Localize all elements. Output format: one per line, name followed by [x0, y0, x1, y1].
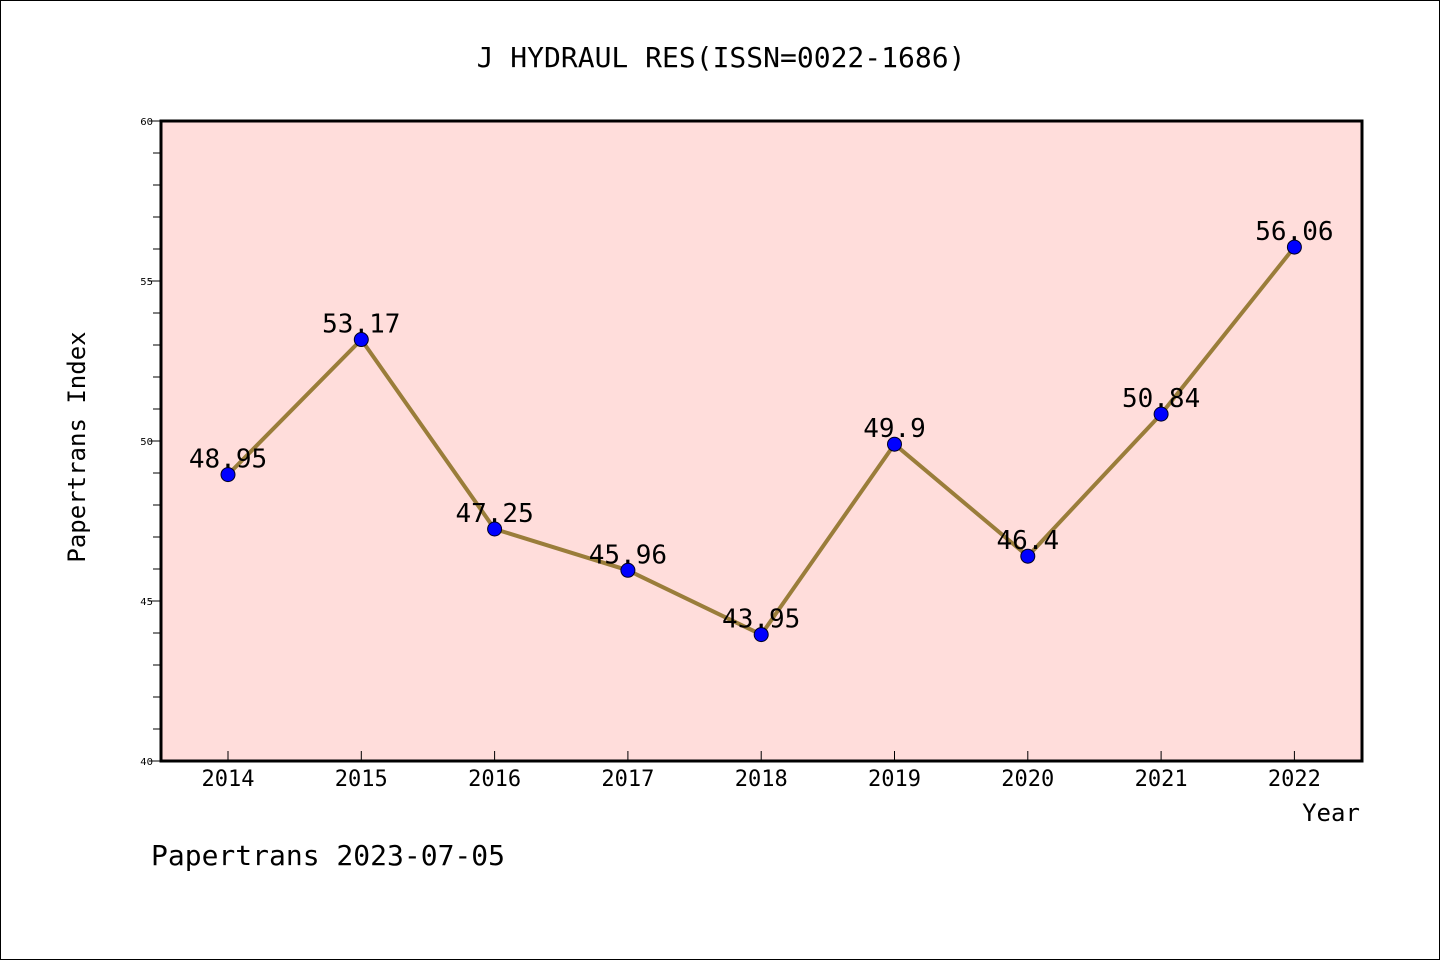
- data-point-label: 45.96: [589, 540, 667, 570]
- data-point-label: 43.95: [722, 605, 800, 635]
- plot-area: [159, 119, 1364, 763]
- data-point-marker: [353, 332, 369, 348]
- footer-watermark: Papertrans 2023-07-05: [151, 839, 505, 872]
- data-point-marker: [753, 627, 769, 643]
- x-tick-label: 2019: [868, 767, 921, 792]
- data-point-marker: [487, 521, 503, 537]
- data-point-marker: [1286, 239, 1302, 255]
- chart-title: J HYDRAUL RES(ISSN=0022-1686): [477, 41, 966, 74]
- data-point-marker: [220, 467, 236, 483]
- data-point-label: 56.06: [1255, 217, 1333, 247]
- data-labels: 48.95 53.17 47.25 45.96 43.95 49.9 46.4 50.84 56…: [189, 217, 1334, 635]
- x-tick-label: 2021: [1135, 767, 1188, 792]
- y-tick-label: 55: [140, 277, 153, 288]
- y-tick-label: 45: [140, 597, 153, 608]
- x-tick-label: 2018: [735, 767, 788, 792]
- x-tick-label: 2022: [1268, 767, 1321, 792]
- y-axis-label: Papertrans Index: [63, 331, 91, 562]
- data-point-marker: [620, 562, 636, 578]
- data-point-label: 50.84: [1122, 384, 1200, 414]
- data-point-marker: [1020, 548, 1036, 564]
- x-tick-label: 2017: [601, 767, 654, 792]
- data-point-label: 48.95: [189, 445, 267, 475]
- y-tick-label: 40: [140, 757, 153, 768]
- x-tick-label: 2015: [335, 767, 388, 792]
- y-tick-label: 50: [140, 437, 153, 448]
- data-point-label: 46.4: [996, 526, 1059, 556]
- data-point-label: 47.25: [455, 499, 533, 529]
- x-tick-label: 2016: [468, 767, 521, 792]
- data-point-marker: [887, 436, 902, 452]
- x-axis-ticks: 2014 2015 2016 2017 2018 2019 2020 2021 2022: [202, 751, 1321, 792]
- x-tick-label: 2020: [1001, 767, 1054, 792]
- y-tick-label: 60: [140, 117, 153, 128]
- x-tick-label: 2014: [202, 767, 255, 792]
- x-axis-label: Year: [1302, 799, 1360, 827]
- data-point-label: 53.17: [322, 310, 400, 340]
- data-point-label: 49.9: [863, 414, 926, 444]
- data-markers: [220, 239, 1302, 643]
- data-point-marker: [1153, 406, 1169, 422]
- y-axis-ticks: 40 45 50 55 60: [140, 117, 161, 768]
